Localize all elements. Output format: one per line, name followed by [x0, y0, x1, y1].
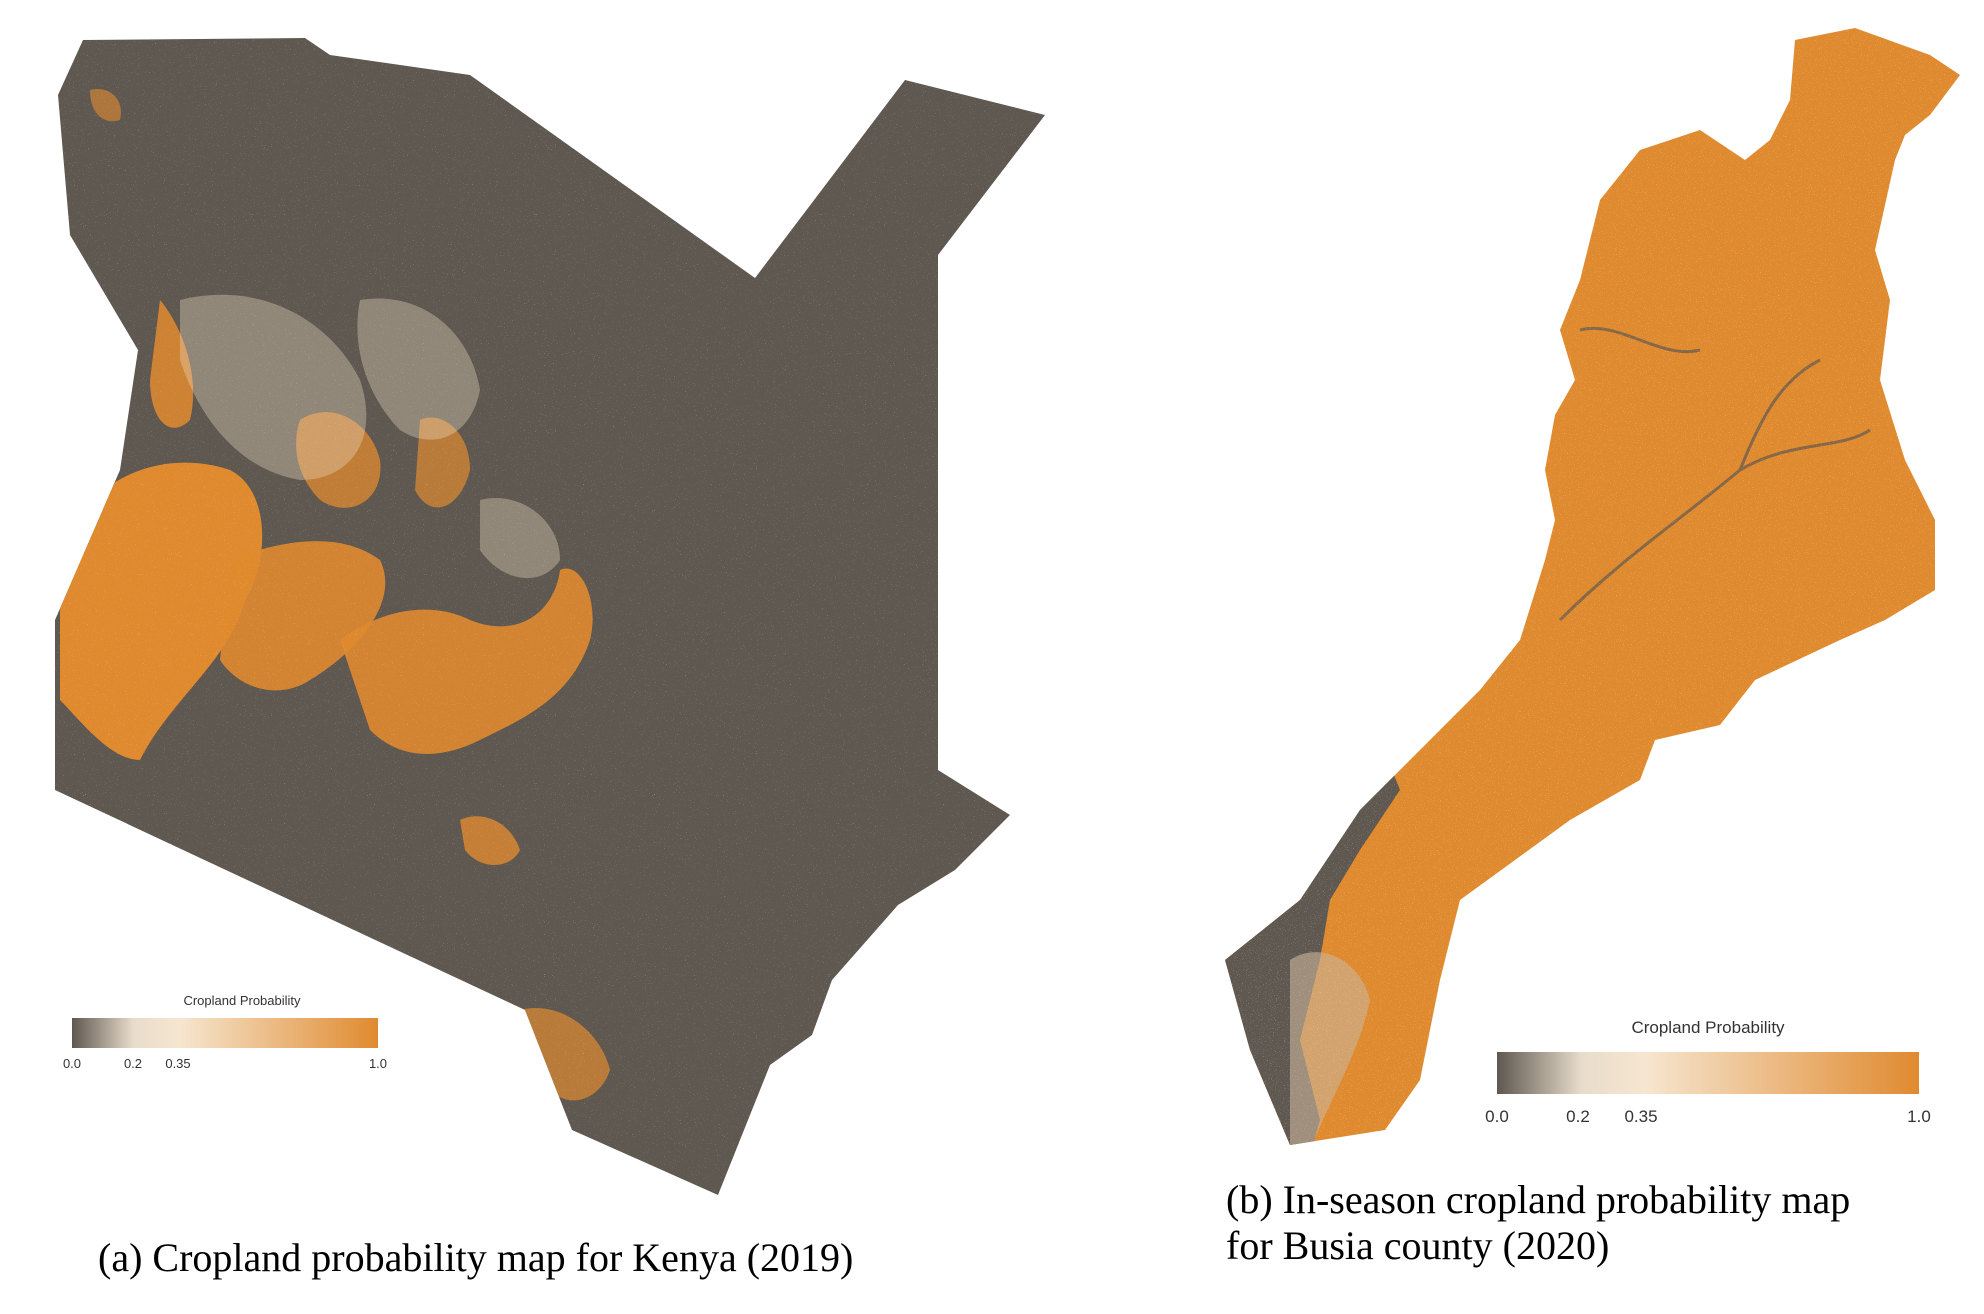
busia-legend-colorbar	[1497, 1052, 1919, 1094]
kenya-caption: (a) Cropland probability map for Kenya (…	[98, 1235, 854, 1280]
busia-caption-line2: for Busia county (2020)	[1226, 1223, 1610, 1268]
kenya-legend-tick-1: 0.2	[124, 1056, 142, 1071]
kenya-map: Cropland Probability 0.0 0.2 0.35 1.0	[55, 38, 1045, 1195]
busia-caption: (b) In-season cropland probability map f…	[1226, 1177, 1850, 1269]
busia-legend-title: Cropland Probability	[1631, 1018, 1785, 1037]
busia-legend: Cropland Probability 0.0 0.2 0.35 1.0	[1485, 1018, 1931, 1126]
kenya-legend-tick-2: 0.35	[165, 1056, 190, 1071]
busia-caption-line1: (b) In-season cropland probability map	[1226, 1177, 1851, 1222]
kenya-legend-title: Cropland Probability	[183, 993, 301, 1008]
busia-map-panel: Cropland Probability 0.0 0.2 0.35 1.0 (b…	[1180, 0, 1984, 1314]
busia-legend-tick-3: 1.0	[1907, 1107, 1931, 1126]
kenya-legend: Cropland Probability 0.0 0.2 0.35 1.0	[63, 993, 387, 1071]
busia-legend-tick-1: 0.2	[1566, 1107, 1590, 1126]
kenya-map-panel: Cropland Probability 0.0 0.2 0.35 1.0 (a…	[55, 38, 1045, 1280]
kenya-legend-tick-3: 1.0	[369, 1056, 387, 1071]
kenya-legend-tick-0: 0.0	[63, 1056, 81, 1071]
busia-legend-tick-0: 0.0	[1485, 1107, 1509, 1126]
busia-legend-tick-2: 0.35	[1624, 1107, 1657, 1126]
kenya-legend-colorbar	[72, 1018, 378, 1048]
busia-map: Cropland Probability 0.0 0.2 0.35 1.0	[1225, 28, 1960, 1145]
busia-raster	[1225, 28, 1960, 1145]
